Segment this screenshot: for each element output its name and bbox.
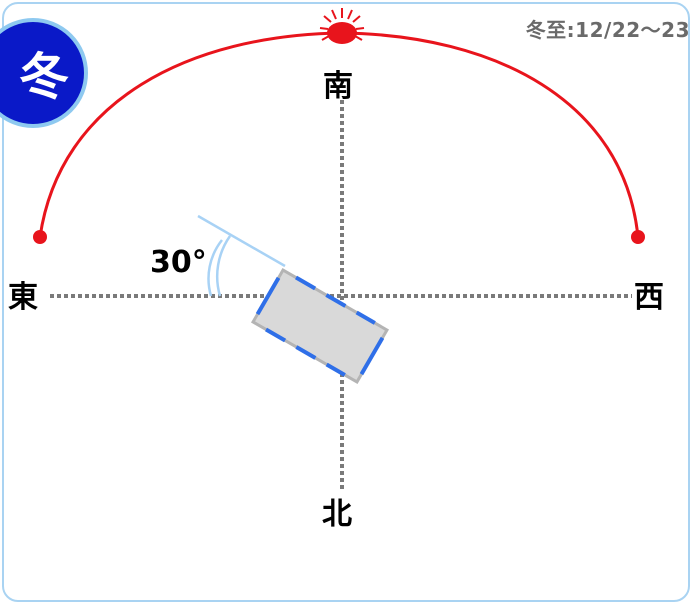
angle-arc-outer <box>215 235 232 297</box>
sun-path-arc <box>38 31 640 238</box>
reference-line-outer <box>197 214 286 268</box>
direction-west-label: 西 <box>634 280 664 315</box>
sunrise-point <box>33 230 47 244</box>
angle-arc-inner <box>207 239 223 297</box>
direction-east-label: 東 <box>8 280 38 315</box>
sun-icon <box>319 8 365 44</box>
solstice-date-label: 冬至:12/22〜23 <box>525 18 690 42</box>
sunset-point <box>631 230 645 244</box>
building-rectangle <box>250 267 390 385</box>
season-badge-text: 冬 <box>19 48 69 106</box>
season-badge: 冬 <box>0 18 88 128</box>
sun-path-diagram <box>33 8 645 490</box>
direction-north-label: 北 <box>322 497 352 532</box>
angle-label: 30° <box>150 245 207 280</box>
direction-south-label: 南 <box>323 69 353 104</box>
